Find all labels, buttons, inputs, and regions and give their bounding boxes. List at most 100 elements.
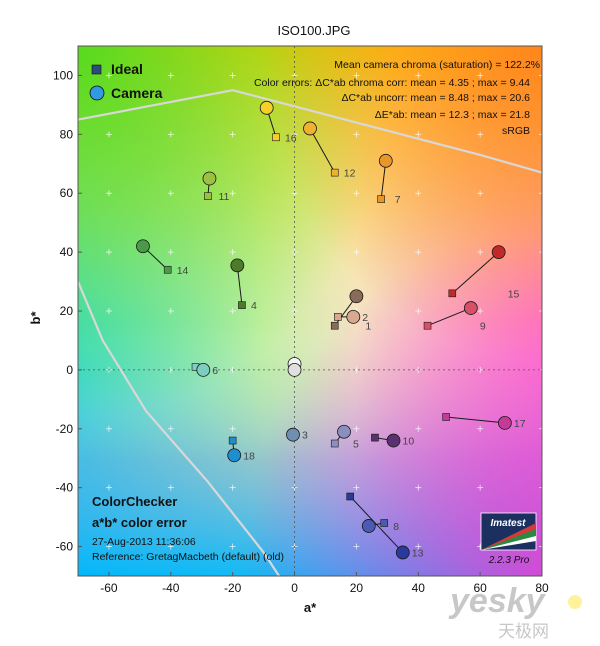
patch-label: 4 [251, 300, 257, 312]
ideal-marker [330, 439, 339, 448]
annotation-subtitle: a*b* color error [92, 515, 187, 530]
camera-marker [136, 239, 150, 254]
camera-marker [202, 171, 217, 186]
patch-error-line [427, 307, 472, 327]
patch-label: 16 [285, 132, 297, 144]
camera-marker [227, 448, 242, 463]
patch-label: 11 [218, 191, 229, 203]
imatest-logo-text: Imatest [490, 518, 526, 529]
patch-error-line [451, 251, 500, 294]
ideal-marker [371, 433, 379, 442]
ideal-marker [204, 192, 212, 200]
gamut-boundary-line [78, 89, 542, 174]
watermark-dot-icon [568, 595, 582, 609]
patch-label: 18 [243, 450, 255, 462]
camera-marker [196, 362, 211, 377]
ideal-marker [272, 133, 280, 142]
patch-error-line [446, 416, 505, 424]
x-tick-label: 60 [473, 581, 487, 595]
imatest-version: 2.2.3 Pro [488, 555, 530, 566]
patch-label: 3 [302, 430, 308, 442]
yesky-watermark: yesky 天极网 [448, 582, 582, 641]
patch-label: 14 [177, 265, 189, 277]
annotation-timestamp: 27-Aug-2013 11:36:06 [92, 536, 196, 548]
legend-camera-label: Camera [111, 85, 163, 101]
legend: Ideal Camera [89, 61, 163, 101]
gamut-boundary [78, 89, 542, 576]
y-axis-label: b* [28, 311, 43, 325]
ideal-marker [330, 168, 339, 177]
x-tick-label: 0 [291, 581, 298, 595]
imatest-badge: Imatest 2.2.3 Pro [480, 512, 537, 566]
stats-line-chroma-corr: Color errors: ΔC*ab chroma corr: mean = … [254, 77, 530, 89]
x-tick-label: 80 [535, 581, 549, 595]
chart-title: ISO100.JPG [278, 23, 351, 38]
stats-line-colorspace: sRGB [502, 125, 530, 137]
patch-label: 5 [353, 439, 359, 451]
y-tick-label: 0 [66, 363, 73, 377]
patch-label: 15 [508, 288, 520, 300]
camera-marker [395, 545, 410, 560]
y-tick-label: 60 [60, 186, 74, 200]
camera-marker [259, 100, 274, 115]
y-tick-label: 40 [60, 245, 74, 259]
ideal-marker [346, 492, 355, 501]
legend-ideal-label: Ideal [111, 61, 143, 77]
chart-annotation: ColorChecker a*b* color error 27-Aug-201… [92, 494, 284, 563]
ideal-marker [238, 301, 246, 309]
patch-error-line [349, 496, 404, 553]
patch-label: 12 [344, 168, 356, 180]
patch-label: 17 [514, 418, 526, 430]
camera-marker [463, 301, 478, 315]
ideal-marker [423, 321, 432, 330]
ideal-marker [330, 321, 339, 330]
x-tick-label: -20 [224, 581, 242, 595]
camera-marker [287, 362, 302, 377]
stats-line-uncorr: ΔC*ab uncorr: mean = 8.48 ; max = 20.6 [341, 92, 530, 104]
camera-marker [286, 427, 300, 442]
ideal-marker [334, 313, 342, 321]
stats-block: Mean camera chroma (saturation) = 122.2%… [254, 59, 540, 137]
watermark-brand: yesky [448, 582, 547, 620]
camera-marker [497, 415, 512, 430]
y-tick-label: 80 [60, 127, 74, 141]
stats-line-chroma: Mean camera chroma (saturation) = 122.2% [334, 59, 540, 71]
annotation-colorchecker: ColorChecker [92, 494, 177, 509]
ideal-marker [448, 289, 457, 298]
patch-label: 6 [212, 365, 218, 377]
patch-label: 7 [395, 194, 401, 206]
camera-marker [378, 153, 393, 168]
annotation-reference: Reference: GretagMacbeth (default) (old) [92, 551, 284, 563]
ideal-marker [163, 265, 172, 274]
y-tick-label: -40 [56, 481, 74, 495]
camera-marker [346, 309, 361, 324]
camera-marker [349, 289, 364, 304]
y-tick-label: -60 [56, 540, 74, 554]
ideal-marker [228, 436, 237, 445]
axis-ticks: -60 -40 -20 0 20 40 60 80 -60 -40 -20 0 20 40 60 80 100 [53, 68, 549, 595]
ideal-marker [380, 519, 389, 527]
y-tick-label: 20 [60, 304, 74, 318]
grid [78, 46, 542, 576]
stats-line-delta-e: ΔE*ab: mean = 12.3 ; max = 21.8 [375, 109, 530, 121]
camera-marker [386, 433, 401, 448]
y-tick-label: 100 [53, 68, 73, 82]
camera-marker [230, 258, 245, 273]
x-tick-label: 40 [412, 581, 426, 595]
camera-marker [361, 519, 376, 533]
patch-label: 9 [480, 321, 486, 333]
patch-label: 13 [412, 547, 424, 559]
watermark-chinese: 天极网 [498, 622, 549, 641]
patch-label: 1 [365, 321, 371, 333]
camera-marker [337, 424, 351, 439]
x-tick-label: 20 [350, 581, 364, 595]
patch-error-line [309, 128, 336, 173]
x-tick-label: -40 [162, 581, 180, 595]
gamut-boundary-line [78, 281, 281, 576]
x-axis-label: a* [304, 600, 317, 615]
patch-label: 10 [403, 436, 415, 448]
ideal-marker [442, 413, 450, 421]
y-tick-label: -20 [56, 422, 74, 436]
